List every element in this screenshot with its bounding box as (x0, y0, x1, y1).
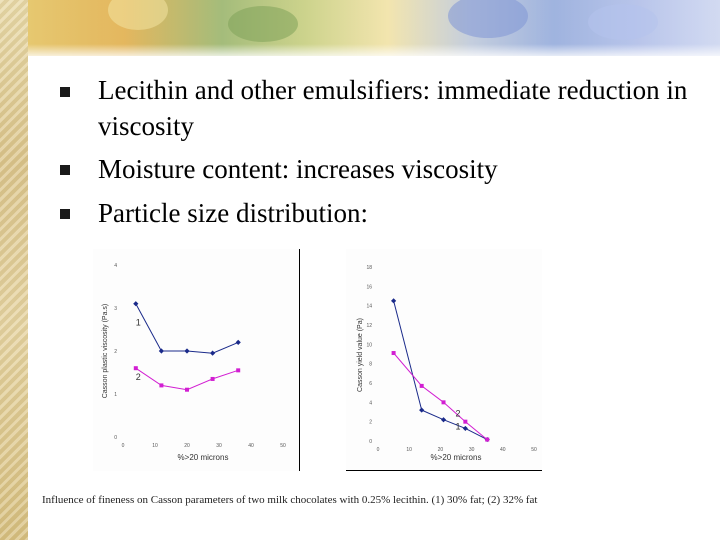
series-label: 1 (456, 422, 461, 432)
y-tick-label: 16 (366, 284, 372, 290)
x-tick-label: 50 (531, 447, 537, 453)
x-tick-label: 30 (216, 443, 222, 449)
y-tick-label: 12 (366, 323, 372, 329)
series-label: 2 (456, 408, 461, 418)
data-point (133, 301, 139, 307)
data-point (236, 368, 241, 373)
decorative-left-strip (0, 0, 28, 540)
banner-leaf-shape (228, 6, 298, 42)
figure-caption: Influence of fineness on Casson paramete… (42, 494, 538, 506)
data-point (440, 417, 447, 423)
x-tick-label: 20 (184, 443, 190, 449)
data-point (185, 387, 189, 392)
banner-flower-shape (448, 0, 528, 38)
x-tick-label: 20 (438, 447, 444, 453)
banner-flower-shape (588, 4, 658, 40)
banner-leaf-shape (108, 0, 168, 30)
y-axis-label: Casson yield value (Pa) (357, 318, 364, 392)
bullet-item: Moisture content: increases viscosity (58, 150, 698, 188)
data-point (419, 407, 425, 413)
bullet-text: Lecithin and other emulsifiers: immediat… (98, 75, 688, 141)
y-tick-label: 4 (369, 400, 372, 406)
data-point (441, 400, 446, 405)
data-point (391, 351, 396, 356)
x-tick-label: 30 (469, 447, 475, 453)
square-bullet-icon (60, 165, 70, 175)
series-label: 2 (136, 372, 141, 382)
data-point (184, 348, 190, 354)
x-tick-label: 10 (406, 447, 412, 453)
x-tick-label: 0 (122, 443, 125, 449)
figure-baseline (346, 470, 542, 471)
x-axis-label: %>20 microns (431, 453, 482, 462)
y-tick-label: 1 (114, 392, 117, 398)
data-point (159, 383, 164, 388)
x-tick-label: 0 (377, 447, 380, 453)
data-point (210, 376, 215, 381)
square-bullet-icon (60, 209, 70, 219)
chart-panel-yield: 0 2 4 6 8 10 12 14 16 18 0 10 20 30 40 50 %>20 microns Ca… (346, 249, 542, 471)
x-tick-label: 40 (500, 447, 506, 453)
figure-divider (299, 249, 300, 471)
y-tick-label: 0 (114, 435, 117, 441)
series-line (393, 352, 488, 440)
banner-fade (28, 44, 720, 60)
x-tick-label: 40 (248, 443, 254, 449)
data-point (462, 425, 468, 432)
data-point (133, 366, 138, 371)
y-tick-label: 4 (114, 263, 117, 269)
bullet-item: Particle size distribution: (58, 194, 698, 232)
bullet-text: Moisture content: increases viscosity (98, 154, 498, 184)
data-point (485, 437, 490, 442)
y-tick-label: 0 (369, 439, 372, 445)
chart-panel-viscosity: 0 1 2 3 4 0 10 20 30 40 50 %>20 microns Casson plast… (93, 249, 299, 471)
data-point (235, 339, 241, 345)
y-tick-label: 3 (114, 306, 117, 312)
data-point (463, 419, 468, 424)
y-tick-label: 2 (369, 420, 372, 426)
y-tick-label: 2 (114, 349, 117, 355)
data-point (210, 350, 216, 356)
data-point (419, 383, 424, 388)
x-tick-label: 50 (280, 443, 286, 449)
series-line (135, 303, 239, 354)
series-label: 1 (136, 318, 141, 328)
x-axis-label: %>20 microns (178, 453, 229, 462)
x-tick-label: 10 (152, 443, 158, 449)
series-line (135, 367, 239, 391)
bullet-list: Lecithin and other emulsifiers: immediat… (58, 72, 698, 232)
data-point (158, 348, 164, 354)
y-tick-label: 14 (366, 304, 372, 310)
data-point (391, 298, 397, 304)
y-tick-label: 10 (366, 342, 372, 348)
y-tick-label: 18 (366, 265, 372, 271)
bullet-item: Lecithin and other emulsifiers: immediat… (58, 72, 698, 144)
y-tick-label: 8 (369, 362, 372, 368)
bullet-text: Particle size distribution: (98, 198, 368, 228)
y-axis-label: Casson plastic viscosity (Pa.s) (102, 304, 109, 399)
square-bullet-icon (60, 87, 70, 97)
y-tick-label: 6 (369, 381, 372, 387)
